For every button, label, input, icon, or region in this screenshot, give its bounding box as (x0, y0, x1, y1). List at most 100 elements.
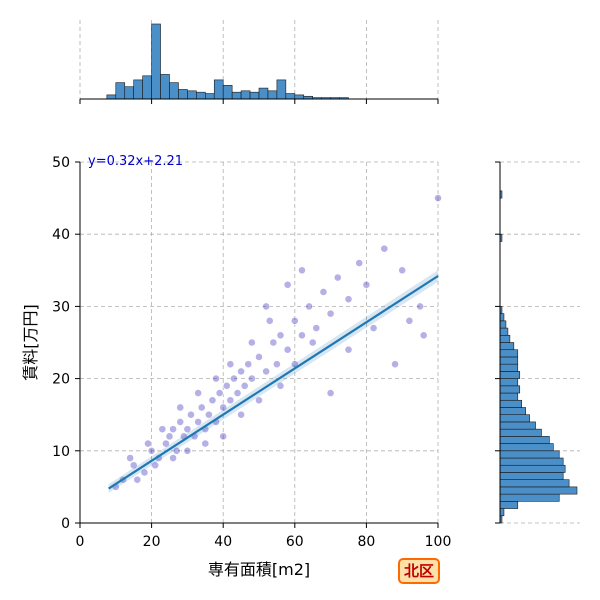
y-tick-label: 40 (52, 227, 70, 243)
y-tick-label: 0 (61, 516, 70, 532)
scatter-point (319, 288, 328, 296)
y-hist-bar (499, 371, 521, 379)
y-hist-bar (499, 414, 530, 423)
y-hist-bar (499, 464, 566, 473)
scatter-point (226, 360, 235, 369)
scatter-point (126, 454, 135, 462)
scatter-point (197, 403, 206, 412)
scatter-point (230, 374, 238, 383)
x-hist-bar (169, 82, 179, 100)
tick-labels: 0 20 40 60 80 100 0 10 20 30 40 50 (52, 155, 451, 550)
scatter-point (201, 439, 210, 448)
scatter-point (369, 324, 378, 332)
regression-line-path (108, 275, 439, 490)
scatter-point (215, 389, 224, 397)
scatter-point (276, 331, 285, 340)
scatter-point (140, 468, 149, 477)
y-hist-bar (499, 457, 564, 466)
scatter-point (176, 403, 185, 412)
x-hist-bar (294, 94, 305, 100)
y-axis-label: 賃料[万円] (21, 304, 40, 381)
x-hist-bar (276, 79, 287, 100)
x-hist-bar (222, 85, 233, 100)
y-hist-bar (499, 378, 519, 387)
scatter-point (312, 324, 321, 332)
x-hist-bar (213, 79, 224, 100)
y-hist-bar (499, 501, 519, 509)
x-tick-label: 80 (357, 534, 375, 550)
scatter-point (326, 309, 335, 318)
x-hist-bar (205, 93, 215, 100)
y-hist-bar (499, 349, 519, 358)
scatter-point (151, 461, 160, 470)
scatter-point (169, 425, 177, 434)
y-marginal-histogram (499, 190, 578, 524)
y-hist-bar (499, 363, 519, 372)
scatter-point (176, 418, 185, 426)
scatter-point (344, 345, 353, 354)
scatter-point (380, 244, 389, 253)
x-hist-bar (124, 86, 134, 100)
scatter-point (283, 345, 292, 354)
scatter-point (158, 425, 167, 434)
scatter-point (165, 432, 174, 441)
scatter-point (391, 360, 399, 369)
scatter-point (247, 374, 256, 383)
x-hist-bar (258, 87, 269, 100)
scatter-point (233, 389, 242, 397)
scatter-point (219, 432, 228, 441)
y-hist-bar (499, 443, 554, 452)
x-hist-bar (160, 74, 170, 100)
scatter-point (237, 410, 245, 419)
y-hist-bar (499, 479, 570, 488)
y-hist-bar (499, 450, 560, 459)
scatter-point (212, 374, 220, 383)
scatter-point (187, 410, 195, 419)
scatter-point (240, 381, 249, 390)
scatter-point (194, 389, 203, 397)
scatter-point (172, 446, 181, 455)
scatter-point (133, 475, 142, 484)
x-tick-label: 100 (425, 534, 452, 550)
y-hist-bar (499, 508, 505, 517)
y-tick-label: 50 (52, 155, 70, 171)
scatter-point (416, 302, 424, 311)
x-axis-label: 専有面積[m2] (208, 560, 310, 579)
scatter-point (344, 295, 353, 304)
scatter-point (183, 446, 192, 455)
y-hist-bar (499, 493, 560, 502)
scatter-point (419, 331, 428, 340)
scatter-point (308, 338, 317, 347)
x-tick-label: 20 (143, 534, 161, 550)
x-hist-bar (231, 91, 242, 100)
scatter-point (405, 316, 414, 325)
scatter-point (226, 396, 235, 405)
y-hist-bar (499, 320, 507, 329)
scatter-point (262, 367, 271, 376)
x-hist-bar (142, 75, 152, 100)
district-badge: 北区 (398, 558, 440, 584)
y-tick-label: 20 (52, 372, 70, 388)
y-tick-label: 30 (52, 299, 70, 315)
x-hist-bar (133, 79, 143, 100)
x-hist-bar (267, 90, 278, 100)
scatter-point (255, 396, 263, 405)
x-hist-bar (196, 91, 206, 100)
y-hist-bar (499, 334, 511, 343)
y-tick-label: 10 (52, 444, 70, 460)
scatter-point (262, 302, 271, 311)
scatter-point (398, 266, 407, 275)
x-hist-bar (187, 90, 197, 100)
x-hist-bar (285, 93, 296, 100)
x-tick-label: 60 (286, 534, 304, 550)
x-hist-bar (106, 94, 117, 100)
y-hist-bar (499, 356, 519, 365)
scatter-point (129, 461, 138, 470)
scatter-point (298, 266, 306, 275)
scatter-point (305, 302, 314, 311)
y-hist-bar (499, 327, 509, 336)
scatter-point (362, 280, 371, 289)
regression-equation: y=0.32x+2.21 (88, 154, 183, 169)
y-hist-bar (499, 436, 550, 444)
